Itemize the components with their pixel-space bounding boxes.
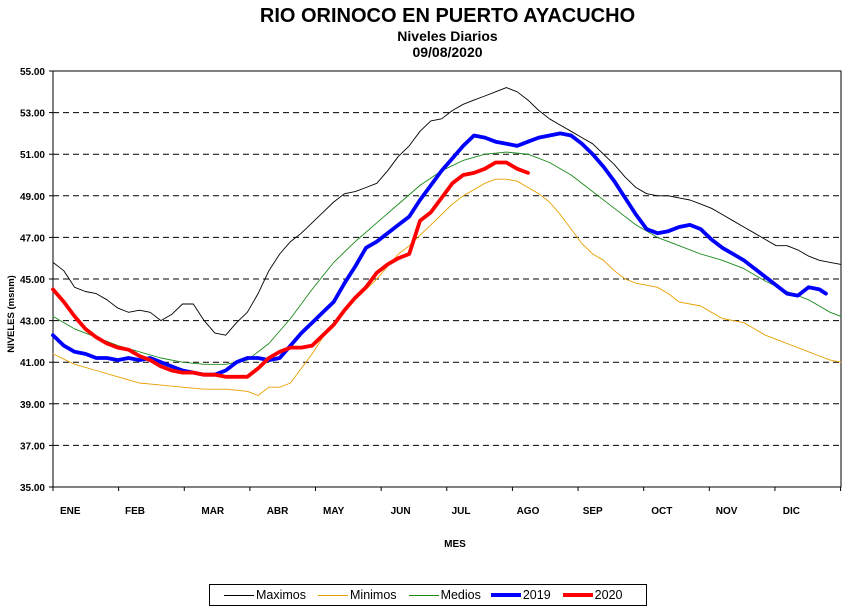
x-tick-label: ABR [267,506,289,517]
series-line-maximos [52,87,842,336]
y-tick-labels: 35.00 37.00 39.00 41.00 43.00 45.00 47.00 49.00… [20,67,53,494]
chart-date: 09/08/2020 [412,44,483,60]
x-tick-label: AGO [517,506,540,517]
legend-item-2019: 2019 [490,588,551,602]
legend-item-minimos: Minimos [318,588,397,602]
legend-label: Maximos [256,588,307,602]
y-tick-label: 35.00 [20,483,45,494]
legend: Maximos Minimos Medios 2019 2020 [209,584,647,606]
chart-subtitle: Niveles Diarios [397,28,498,44]
legend-item-medios: Medios [408,588,481,602]
y-tick-label: 43.00 [20,317,45,328]
y-axis-label: NIVELES (msnm) [6,275,17,353]
series-line-2019 [51,131,828,377]
y-tick-label: 51.00 [20,150,45,161]
x-tick-label: OCT [651,506,672,517]
x-tick-label: MAR [201,506,225,517]
y-tick-label: 45.00 [20,275,45,286]
legend-swatch [318,594,349,596]
x-tick-label: JUL [452,506,471,517]
legend-swatch [408,594,439,596]
x-tick-label: NOV [716,506,738,517]
series-line-medios [52,151,842,365]
legend-label: 2020 [594,588,623,602]
y-tick-label: 39.00 [20,400,45,411]
x-tick-label: FEB [125,506,145,517]
y-tick-label: 37.00 [20,441,45,452]
x-tick-label: MAY [323,506,345,517]
series-layer [51,87,842,396]
legend-swatch [490,593,521,597]
chart-title: RIO ORINOCO EN PUERTO AYACUCHO [259,5,636,27]
legend-label: 2019 [522,588,551,602]
legend-swatch [224,594,254,596]
grid-layer [53,112,841,446]
legend-item-maximos: Maximos [224,588,306,602]
x-axis-label: MES [444,539,466,550]
legend-label: Minimos [350,588,397,602]
legend-label: Medios [440,588,481,602]
series-line-2020 [51,160,530,379]
legend-swatch [562,593,593,597]
y-tick-label: 53.00 [20,109,45,120]
y-tick-label: 55.00 [20,67,45,78]
y-tick-label: 47.00 [20,233,45,244]
series-line-minimos [52,178,842,396]
y-tick-label: 41.00 [20,358,45,369]
title-block: RIO ORINOCO EN PUERTO AYACUCHO Niveles D… [0,4,855,60]
legend-item-2020: 2020 [562,588,623,602]
x-tick-label: DIC [783,506,800,517]
y-tick-label: 49.00 [20,192,45,203]
x-tick-labels: ENE FEB MAR ABR MAY JUN JUL AGO SEP OCT NOV DIC [52,487,842,517]
x-tick-label: ENE [60,506,81,517]
x-tick-label: JUN [391,506,411,517]
x-tick-label: SEP [583,506,603,517]
